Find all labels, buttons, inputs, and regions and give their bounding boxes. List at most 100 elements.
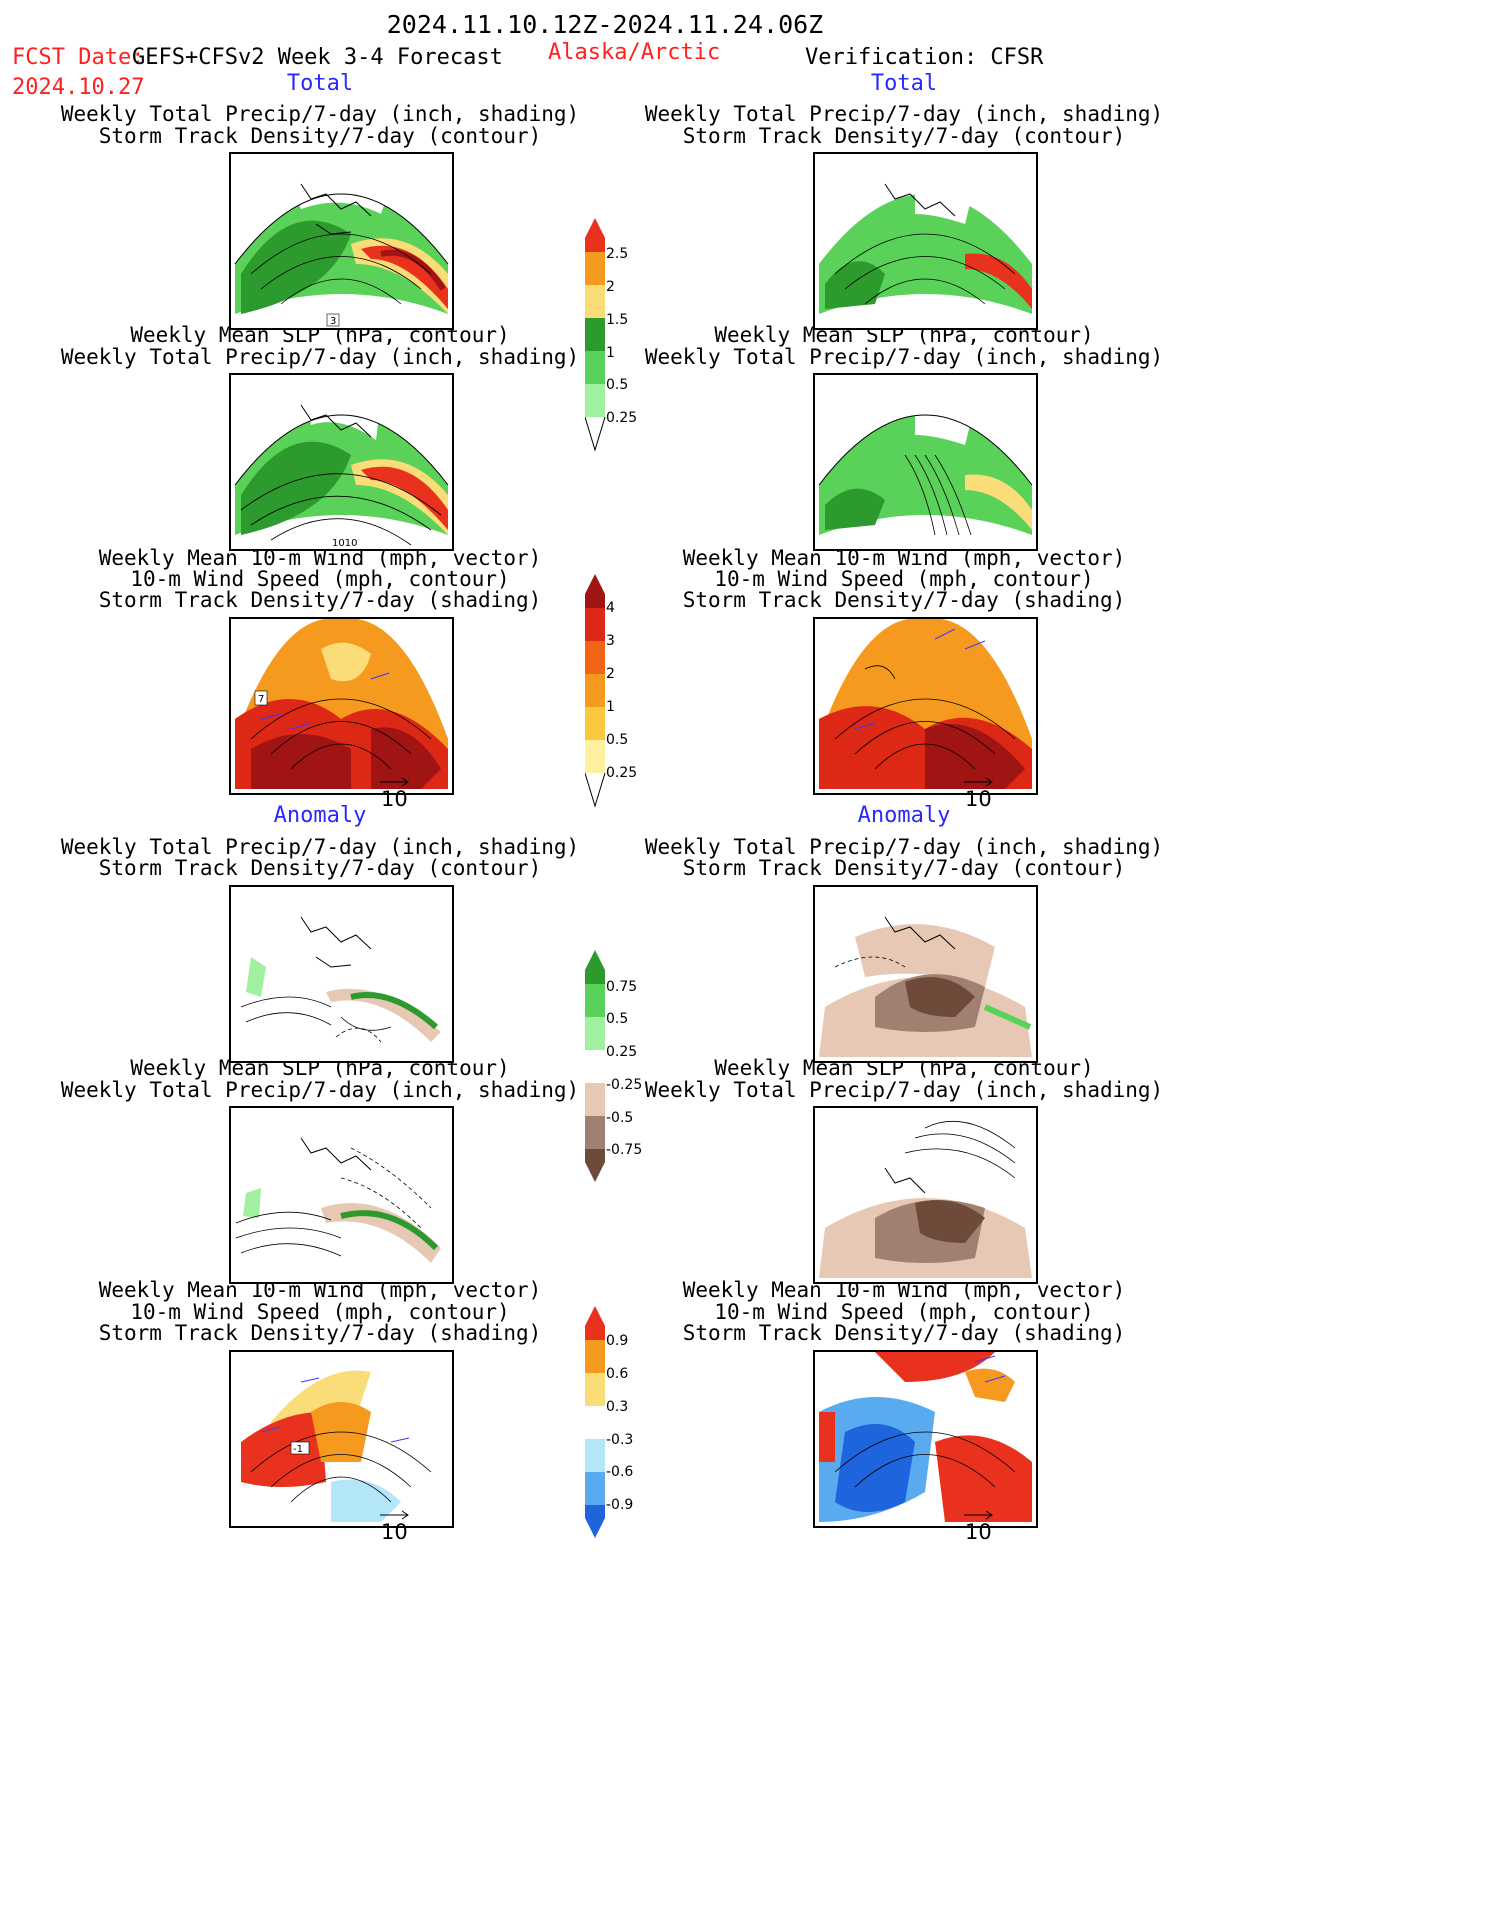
colorbar-label: -0.25 xyxy=(606,1077,643,1093)
map-panel-ver-anom-wind xyxy=(813,1350,1038,1528)
map-panel-ver-anom-slp-precip xyxy=(813,1106,1038,1284)
panel-title-line: Weekly Total Precip/7-day (inch, shading… xyxy=(644,345,1164,369)
map-panel-fc-anom-wind: -1 xyxy=(229,1350,454,1528)
colorbar-label: -0.9 xyxy=(606,1497,634,1513)
colorbar-segment xyxy=(585,1083,605,1116)
colorbar-segment xyxy=(585,1116,605,1149)
colorbar-label: 0.9 xyxy=(606,1333,629,1349)
map-panel-fc-total-precip-storm: 3 xyxy=(229,152,454,330)
colorbar-total-storm xyxy=(585,574,606,808)
model-label: GEFS+CFSv2 Week 3-4 Forecast xyxy=(132,45,503,70)
colorbar-label: 0.5 xyxy=(606,1011,629,1027)
fcst-date-label: FCST Date: xyxy=(12,45,145,70)
colorbar-segment xyxy=(585,641,605,674)
contour-label: 7 xyxy=(258,694,264,705)
section-anomaly-verification: Anomaly xyxy=(857,803,951,828)
colorbar-segment xyxy=(585,218,605,252)
panel-title-line: 10-m Wind Speed (mph, contour) xyxy=(714,1300,1094,1324)
colorbar-label: 1.5 xyxy=(606,312,629,328)
colorbar-label: 0.25 xyxy=(606,1044,638,1060)
colorbar-segment xyxy=(585,1340,605,1373)
colorbar-segment xyxy=(585,1306,605,1340)
reference-arrow-icon xyxy=(380,1510,409,1520)
colorbar-segment xyxy=(585,674,605,707)
colorbar-label: 2 xyxy=(606,666,615,682)
panel-title-line: Storm Track Density/7-day (shading) xyxy=(682,1321,1126,1345)
panel-title-line: Storm Track Density/7-day (shading) xyxy=(682,588,1126,612)
panel-title-line: Weekly Total Precip/7-day (inch, shading… xyxy=(60,345,580,369)
colorbar-segment xyxy=(585,950,605,984)
colorbar-segment xyxy=(585,1149,605,1182)
map-panel-ver-total-wind xyxy=(813,617,1038,795)
map-panel-ver-total-precip-storm xyxy=(813,152,1038,330)
map-panel-fc-anom-precip-storm xyxy=(229,885,454,1063)
colorbar-label: 1 xyxy=(606,345,615,361)
panel-title-line: 10-m Wind Speed (mph, contour) xyxy=(714,567,1094,591)
colorbar-total-precip xyxy=(585,218,606,452)
colorbar-segment xyxy=(585,707,605,740)
colorbar-segment xyxy=(585,384,605,417)
colorbar-segment xyxy=(585,1017,605,1050)
panel-title-line: Weekly Mean 10-m Wind (mph, vector) xyxy=(98,546,542,570)
colorbar-segment xyxy=(585,1373,605,1406)
panel-title-line: Weekly Total Precip/7-day (inch, shading… xyxy=(60,102,580,126)
colorbar-anom-storm xyxy=(585,1306,605,1538)
region-label: Alaska/Arctic xyxy=(548,40,721,65)
panel-title-line: Weekly Mean 10-m Wind (mph, vector) xyxy=(98,1278,542,1302)
colorbar-segment xyxy=(585,1050,605,1083)
colorbar-label: -0.75 xyxy=(606,1142,643,1158)
colorbar-label: 0.25 xyxy=(606,765,638,781)
colorbar-segment xyxy=(585,351,605,384)
map-panel-fc-anom-slp-precip xyxy=(229,1106,454,1284)
colorbar-segment xyxy=(585,285,605,318)
panel-title-line: Weekly Total Precip/7-day (inch, shading… xyxy=(644,1078,1164,1102)
section-total-forecast: Total xyxy=(286,71,354,96)
colorbar-segment xyxy=(585,740,605,773)
reference-arrow-icon xyxy=(964,777,993,787)
colorbar-segment xyxy=(585,252,605,285)
contour-label: 1010 xyxy=(332,538,357,549)
section-total-verification: Total xyxy=(870,71,938,96)
map-panel-ver-total-slp-precip xyxy=(813,373,1038,551)
colorbar-label: 0.25 xyxy=(606,410,638,426)
colorbar-label: -0.5 xyxy=(606,1110,634,1126)
panel-title-line: Weekly Mean 10-m Wind (mph, vector) xyxy=(682,546,1126,570)
colorbar-segment xyxy=(585,1505,605,1538)
colorbar-segment xyxy=(585,1406,605,1439)
panel-title-line: Weekly Total Precip/7-day (inch, shading… xyxy=(644,835,1164,859)
panel-title-line: Storm Track Density/7-day (shading) xyxy=(98,588,542,612)
fcst-date-value: 2024.10.27 xyxy=(12,75,145,100)
panel-title-line: Storm Track Density/7-day (contour) xyxy=(682,856,1126,880)
contour-label: -1 xyxy=(293,1444,303,1455)
colorbar-segment xyxy=(585,984,605,1017)
panel-title-line: Storm Track Density/7-day (contour) xyxy=(682,124,1126,148)
colorbar-label: 0.5 xyxy=(606,732,629,748)
colorbar-label: 2.5 xyxy=(606,246,629,262)
panel-title-line: Storm Track Density/7-day (contour) xyxy=(98,124,542,148)
colorbar-label: 1 xyxy=(606,699,615,715)
colorbar-label: -0.3 xyxy=(606,1432,634,1448)
colorbar-segment xyxy=(585,1439,605,1472)
map-panel-fc-total-slp-precip: 1010 xyxy=(229,373,454,551)
panel-title-line: Weekly Total Precip/7-day (inch, shading… xyxy=(60,835,580,859)
verification-label: Verification: CFSR xyxy=(805,45,1044,70)
colorbar-label: 2 xyxy=(606,279,615,295)
colorbar-label: 0.3 xyxy=(606,1399,629,1415)
colorbar-segment xyxy=(585,574,605,608)
reference-vector-label: 10 xyxy=(965,1520,992,1544)
panel-title-line: Weekly Total Precip/7-day (inch, shading… xyxy=(60,1078,580,1102)
section-anomaly-forecast: Anomaly xyxy=(273,803,367,828)
colorbar-label: 3 xyxy=(606,633,615,649)
reference-arrow-icon xyxy=(380,777,409,787)
colorbar-segment xyxy=(585,318,605,351)
map-panel-fc-total-wind: 7 xyxy=(229,617,454,795)
period-title: 2024.11.10.12Z-2024.11.24.06Z xyxy=(386,10,824,39)
contour-label: 3 xyxy=(330,316,336,327)
panel-title-line: 10-m Wind Speed (mph, contour) xyxy=(130,567,510,591)
colorbar-segment xyxy=(585,608,605,641)
reference-arrow-icon xyxy=(964,1510,993,1520)
reference-vector-label: 10 xyxy=(965,787,992,811)
panel-title-line: Storm Track Density/7-day (shading) xyxy=(98,1321,542,1345)
colorbar-label: -0.6 xyxy=(606,1464,634,1480)
colorbar-anom-precip xyxy=(585,950,605,1182)
